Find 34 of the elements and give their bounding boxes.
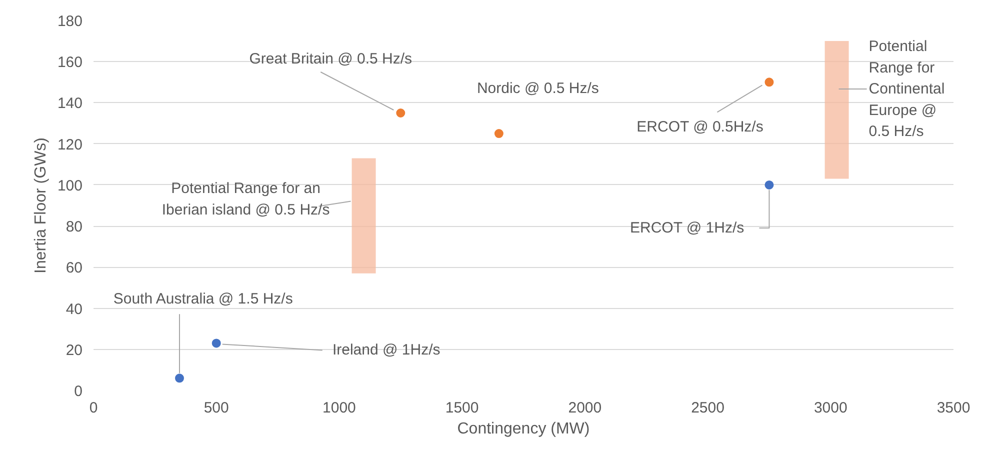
x-tick-label: 2000: [568, 400, 602, 416]
annotation: ERCOT @ 1Hz/s: [630, 219, 744, 236]
annotation: Nordic @ 0.5 Hz/s: [476, 80, 599, 98]
y-tick-label: 180: [57, 13, 83, 30]
y-tick-label: 160: [57, 54, 83, 72]
x-tick-label: 1000: [322, 400, 356, 416]
y-tick-label: 60: [66, 260, 83, 277]
point: [212, 338, 221, 348]
point: [175, 374, 184, 383]
annotation: Ireland @ 1Hz/s: [332, 342, 440, 359]
x-tick-label: 3000: [814, 400, 848, 416]
annotation: Potential Range for Continental Europe @ 0.5 Hz/s: [868, 38, 945, 140]
y-tick-label: 40: [66, 300, 83, 318]
x-tick-label: 0: [89, 400, 98, 416]
x-tick-label: 500: [204, 400, 229, 416]
y-tick-label: 140: [57, 95, 83, 112]
y-tick-label: 120: [57, 136, 83, 154]
point: [764, 180, 774, 190]
point: [494, 129, 504, 138]
x-tick-label: 3500: [936, 400, 970, 416]
annotation: South Australia @ 1.5 Hz/s: [113, 290, 293, 308]
annotation: ERCOT @ 0.5Hz/s: [636, 118, 764, 136]
point: [396, 108, 406, 118]
x-axis-title: Contingency (MW): [457, 420, 590, 438]
y-tick-label: 0: [74, 383, 82, 400]
annotation: Great Britain @ 0.5 Hz/s: [249, 50, 412, 68]
x-tick-label: 2500: [691, 400, 724, 416]
y-axis-title: Inertia Floor (GWs): [32, 137, 50, 274]
y-tick-label: 100: [57, 177, 83, 194]
y-tick-label: 80: [66, 218, 83, 236]
x-tick-label: 1500: [445, 400, 479, 416]
y-tick-label: 20: [66, 342, 83, 359]
point: [764, 78, 774, 87]
annotation: Potential Range for an Iberian island @ 0.5 Hz/s: [162, 180, 330, 218]
